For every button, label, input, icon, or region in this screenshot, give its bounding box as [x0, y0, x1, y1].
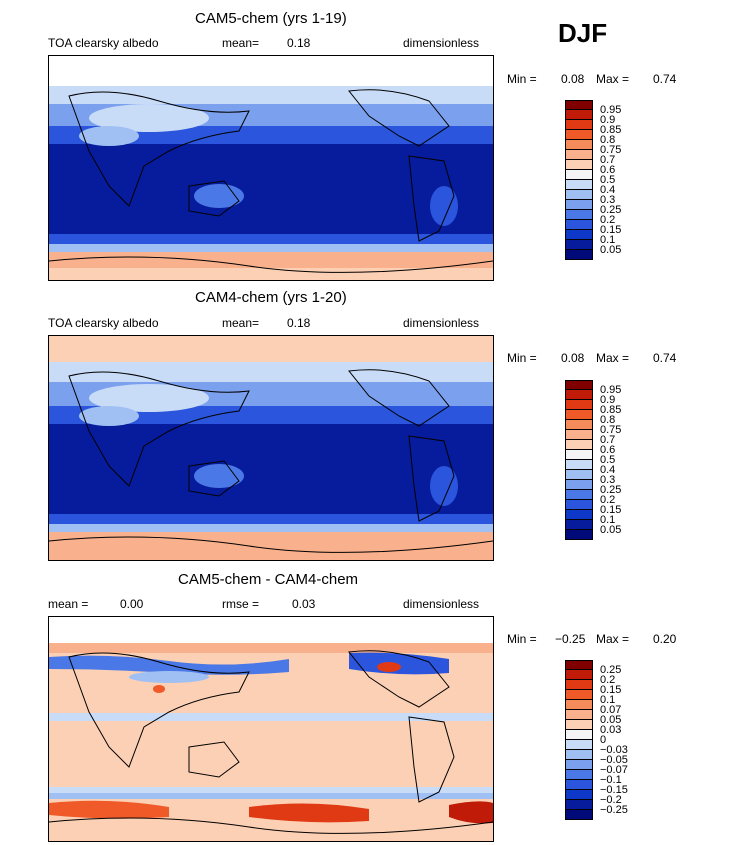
panel3-cbar-label: 0.03	[600, 724, 622, 736]
panel1-min-label: Min =	[507, 72, 537, 86]
panel1-cbar-label: 0.8	[600, 134, 616, 146]
panel3-min-value: −0.25	[555, 632, 586, 646]
panel1-cbar-label: 0.3	[600, 194, 616, 206]
panel1-title: CAM5-chem (yrs 1-19)	[195, 10, 347, 27]
panel1-cbar-label: 0.6	[600, 164, 616, 176]
panel2-cbar-label: 0.15	[600, 504, 622, 516]
panel1-cbar-label: 0.2	[600, 214, 616, 226]
panel2-cbar-label: 0.75	[600, 424, 622, 436]
panel1-cbar-label: 0.5	[600, 174, 616, 186]
panel2-map-field	[49, 336, 493, 560]
panel2-cbar-label: 0.5	[600, 454, 616, 466]
panel2-cbar-label: 0.85	[600, 404, 622, 416]
panel2-cbar-label: 0.25	[600, 484, 622, 496]
panel1-max-label: Max =	[596, 72, 630, 86]
panel3-max-value: 0.20	[653, 632, 677, 646]
panel3-cbar-label: 0.15	[600, 684, 622, 696]
panel2-cbar-label: 0.8	[600, 414, 616, 426]
panel2-min-value: 0.08	[561, 351, 585, 365]
panel2-units: dimensionless	[403, 316, 480, 330]
panel2-cbar-label: 0.4	[600, 464, 616, 476]
panel3-cbar-label: −0.15	[600, 784, 628, 796]
panel3-cbar-label: 0	[600, 734, 607, 746]
panel1-cbar-label: 0.4	[600, 184, 616, 196]
panel1-map	[48, 55, 494, 281]
panel3-cbar-label: −0.2	[600, 794, 622, 806]
panel2-cbar-label: 0.95	[600, 384, 622, 396]
panel1-mean-value: 0.18	[287, 36, 311, 50]
panel1-cbar-label: 0.95	[600, 104, 622, 116]
panel3-cbar-label: 0.25	[600, 664, 622, 676]
panel3-map-field	[49, 617, 493, 841]
panel2-colorbar	[565, 380, 593, 540]
panel1-cbar-label: 0.25	[600, 204, 622, 216]
panel1-units: dimensionless	[403, 36, 480, 50]
panel2-mean-label: mean=	[222, 316, 260, 330]
panel3-rmse-value: 0.03	[292, 597, 316, 611]
panel1-variable-label: TOA clearsky albedo	[48, 36, 159, 50]
panel3-cbar-label: −0.1	[600, 774, 622, 786]
panel2-title: CAM4-chem (yrs 1-20)	[195, 289, 347, 306]
panel2-variable-label: TOA clearsky albedo	[48, 316, 159, 330]
panel2-max-value: 0.74	[653, 351, 677, 365]
panel3-title: CAM5-chem - CAM4-chem	[178, 571, 359, 588]
panel1-cbar-label: 0.1	[600, 234, 616, 246]
panel2-min-label: Min =	[507, 351, 537, 365]
panel3-cbar-label: 0.2	[600, 674, 616, 686]
season-label: DJF	[558, 18, 608, 48]
panel1-cbar-label: 0.7	[600, 154, 616, 166]
panel3-map	[48, 616, 494, 842]
panel3-max-label: Max =	[596, 632, 630, 646]
panel3-cbar-label: −0.03	[600, 744, 628, 756]
panel2-cbar-label: 0.2	[600, 494, 616, 506]
panel1-cbar-label: 0.75	[600, 144, 622, 156]
panel3-cbar-label: 0.05	[600, 714, 622, 726]
panel2-cbar-label: 0.7	[600, 434, 616, 446]
panel1-cbar-label: 0.85	[600, 124, 622, 136]
panel3-rmse-label: rmse =	[222, 597, 260, 611]
panel2-mean-value: 0.18	[287, 316, 311, 330]
panel2-cbar-label: 0.1	[600, 514, 616, 526]
panel2-cbar-label: 0.6	[600, 444, 616, 456]
panel2-cbar-label: 0.05	[600, 524, 622, 536]
panel2-map	[48, 335, 494, 561]
panel3-cbar-label: −0.05	[600, 754, 628, 766]
panel3-cbar-label: −0.25	[600, 804, 628, 816]
panel1-mean-label: mean=	[222, 36, 260, 50]
panel3-mean-value: 0.00	[120, 597, 144, 611]
panel1-cbar-label: 0.05	[600, 244, 622, 256]
panel1-max-value: 0.74	[653, 72, 677, 86]
panel3-min-label: Min =	[507, 632, 537, 646]
panel1-cbar-label: 0.15	[600, 224, 622, 236]
panel1-min-value: 0.08	[561, 72, 585, 86]
panel1-colorbar	[565, 100, 593, 260]
panel3-mean-label: mean =	[48, 597, 89, 611]
panel2-cbar-label: 0.9	[600, 394, 616, 406]
panel3-cbar-label: 0.07	[600, 704, 622, 716]
panel1-map-field	[49, 56, 493, 280]
panel3-cbar-label: −0.07	[600, 764, 628, 776]
panel3-units: dimensionless	[403, 597, 480, 611]
panel3-colorbar	[565, 660, 593, 820]
panel2-cbar-label: 0.3	[600, 474, 616, 486]
panel1-cbar-label: 0.9	[600, 114, 616, 126]
panel3-cbar-label: 0.1	[600, 694, 616, 706]
panel2-max-label: Max =	[596, 351, 630, 365]
